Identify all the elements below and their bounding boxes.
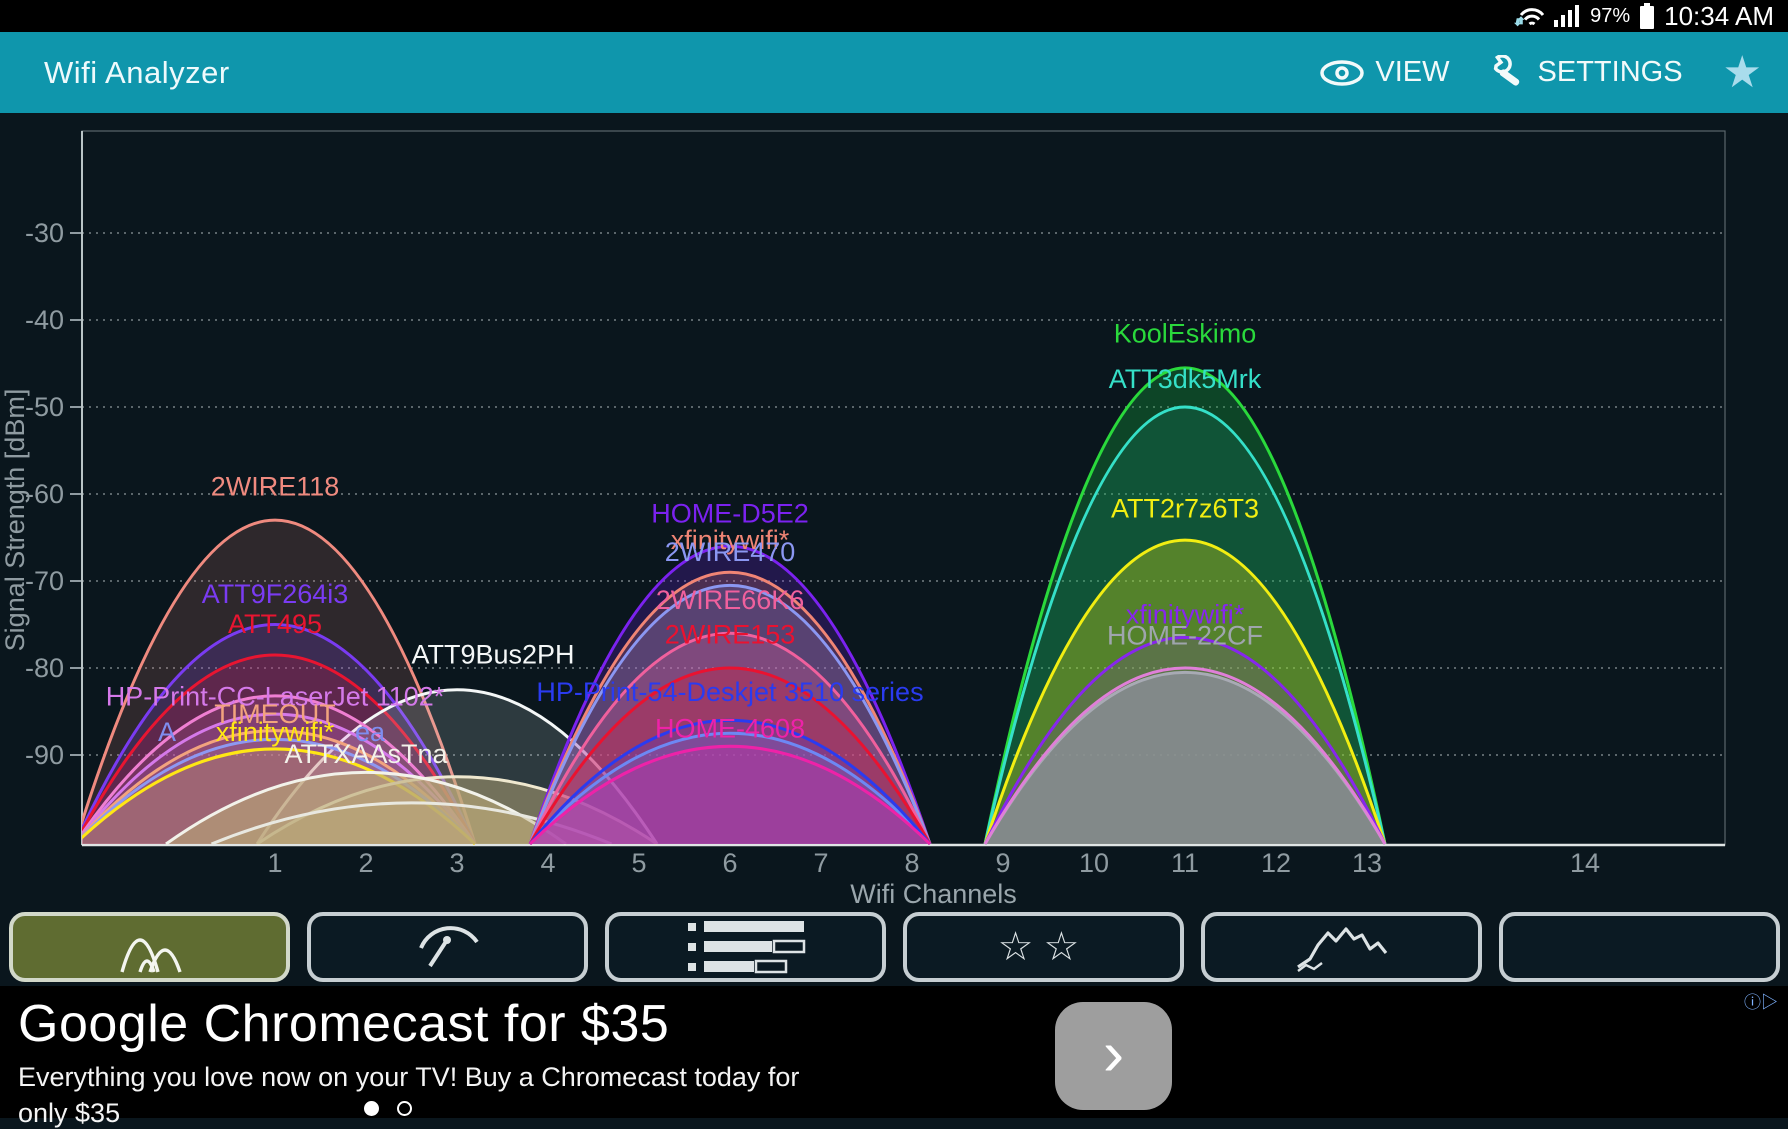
clock: 10:34 AM xyxy=(1664,0,1774,31)
svg-text:HP-Print-54-Deskjet 3510 serie: HP-Print-54-Deskjet 3510 series xyxy=(536,677,923,707)
svg-text:12: 12 xyxy=(1261,848,1291,878)
stars-icon: ☆☆ xyxy=(997,925,1090,969)
bottom-toolbar: ☆☆ xyxy=(0,910,1788,986)
svg-text:5: 5 xyxy=(631,848,646,878)
battery-icon xyxy=(1639,2,1655,30)
svg-text:10: 10 xyxy=(1079,848,1109,878)
adchoices-icon: ⓘ▷ xyxy=(1744,993,1778,1012)
svg-text:ATTXAAsTna: ATTXAAsTna xyxy=(284,739,448,769)
svg-text:HP-Print-CC-LaserJet 1102*: HP-Print-CC-LaserJet 1102* xyxy=(106,681,445,711)
svg-text:ATT2r7z6T3: ATT2r7z6T3 xyxy=(1111,493,1259,523)
tab-channel-graph[interactable] xyxy=(9,912,290,982)
ad-next-button[interactable]: › xyxy=(1055,1002,1172,1110)
wrench-icon xyxy=(1484,54,1528,91)
svg-text:A: A xyxy=(158,717,176,747)
svg-text:-50: -50 xyxy=(25,392,64,422)
tab-signal-meter[interactable] xyxy=(307,912,588,982)
ad-banner[interactable]: Google Chromecast for $35 Everything you… xyxy=(0,986,1788,1128)
list-icon xyxy=(686,919,806,975)
svg-text:2WIRE153: 2WIRE153 xyxy=(665,620,796,650)
svg-text:xfinitywifi*: xfinitywifi* xyxy=(216,717,335,747)
status-bar: 97% 10:34 AM xyxy=(0,0,1788,32)
svg-text:11: 11 xyxy=(1171,848,1199,878)
tab-channel-rating[interactable]: ☆☆ xyxy=(903,912,1184,982)
svg-text:8: 8 xyxy=(904,848,919,878)
svg-text:Signal Strength [dBm]: Signal Strength [dBm] xyxy=(0,389,30,652)
svg-text:-90: -90 xyxy=(25,740,64,770)
svg-text:14: 14 xyxy=(1570,848,1600,878)
ad-body-text-cutoff: only $35 xyxy=(18,1098,121,1128)
svg-text:HOME-D5E2: HOME-D5E2 xyxy=(651,499,809,529)
svg-text:-30: -30 xyxy=(25,218,64,248)
svg-text:4: 4 xyxy=(540,848,555,878)
svg-text:KoolEskimo: KoolEskimo xyxy=(1114,319,1257,349)
gauge-icon xyxy=(403,918,493,976)
page-dot-active xyxy=(364,1101,379,1116)
svg-text:-80: -80 xyxy=(25,653,64,683)
app-bar: Wifi Analyzer VIEW SETTINGS xyxy=(0,32,1788,113)
svg-text:-60: -60 xyxy=(25,479,64,509)
svg-text:9: 9 xyxy=(995,848,1010,878)
ad-body-text: Everything you love now on your TV! Buy … xyxy=(18,1062,800,1092)
svg-text:2WIRE470: 2WIRE470 xyxy=(665,537,796,567)
svg-text:13: 13 xyxy=(1352,848,1382,878)
time-graph-icon xyxy=(1294,919,1390,975)
page-dot-inactive xyxy=(397,1101,412,1116)
channel-graph: -30-40-50-60-70-80-901 2 3 4 5 6 7 8 9 10 11 12 13 14… xyxy=(0,130,1726,909)
channel-graph-icon xyxy=(110,918,190,976)
svg-text:7: 7 xyxy=(813,848,828,878)
tab-blank[interactable] xyxy=(1499,912,1780,982)
svg-text:HOME-4608: HOME-4608 xyxy=(655,714,805,744)
eye-icon xyxy=(1319,57,1365,89)
svg-text:ATT3dk5Mrk: ATT3dk5Mrk xyxy=(1109,364,1262,394)
svg-text:TIMEOUT: TIMEOUT xyxy=(214,699,336,729)
svg-text:xfinitywifi*: xfinitywifi* xyxy=(1126,600,1245,630)
svg-text:ea: ea xyxy=(355,717,386,747)
settings-button[interactable]: SETTINGS xyxy=(1484,54,1683,91)
svg-text:Wifi Channels: Wifi Channels xyxy=(850,879,1017,909)
page-title: Wifi Analyzer xyxy=(44,54,230,90)
tab-time-graph[interactable] xyxy=(1201,912,1482,982)
page-indicator xyxy=(364,1101,412,1116)
svg-text:ATT9F264i3: ATT9F264i3 xyxy=(202,579,349,609)
svg-text:-70: -70 xyxy=(25,566,64,596)
tab-ap-list[interactable] xyxy=(605,912,886,982)
svg-text:ATT495: ATT495 xyxy=(228,609,322,639)
svg-text:-40: -40 xyxy=(25,305,64,335)
view-label: VIEW xyxy=(1375,56,1450,88)
svg-text:6: 6 xyxy=(722,848,737,878)
wifi-status-icon xyxy=(1514,3,1545,29)
svg-text:1: 1 xyxy=(267,848,282,878)
svg-text:2WIRE66K6: 2WIRE66K6 xyxy=(656,585,805,615)
battery-percent: 97% xyxy=(1590,4,1631,27)
view-button[interactable]: VIEW xyxy=(1319,56,1450,89)
svg-text:ATT9Bus2PH: ATT9Bus2PH xyxy=(411,640,574,670)
svg-text:2: 2 xyxy=(358,848,373,878)
ad-headline[interactable]: Google Chromecast for $35 xyxy=(18,995,670,1053)
svg-text:xfinitywifi*: xfinitywifi* xyxy=(671,525,790,555)
settings-label: SETTINGS xyxy=(1537,56,1683,88)
svg-text:HOME-22CF: HOME-22CF xyxy=(1107,621,1263,651)
svg-text:3: 3 xyxy=(449,848,464,878)
favorite-star-icon[interactable]: ★ xyxy=(1722,47,1762,97)
signal-strength-icon xyxy=(1553,4,1581,28)
svg-text:2WIRE118: 2WIRE118 xyxy=(211,472,340,502)
